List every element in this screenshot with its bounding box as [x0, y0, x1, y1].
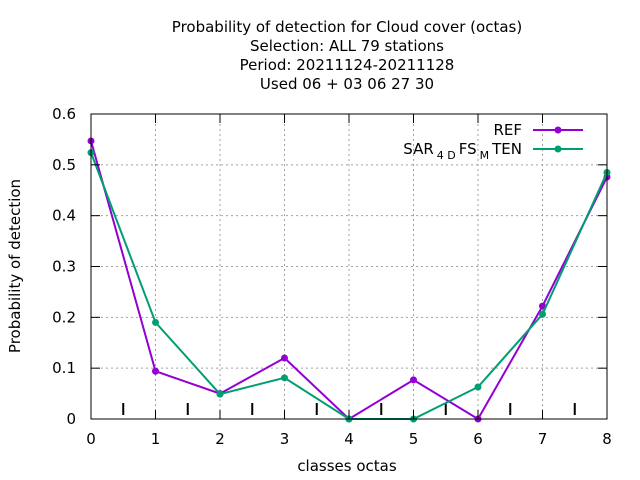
- x-tick-label: 2: [215, 430, 225, 448]
- y-tick-label: 0.4: [52, 207, 76, 225]
- x-tick-label: 4: [344, 430, 354, 448]
- data-point: [539, 310, 546, 318]
- x-tick-label: 0: [86, 430, 96, 448]
- x-tick-label: 8: [602, 430, 612, 448]
- y-axis-label: Probability of detection: [6, 179, 24, 353]
- x-tick-label: 5: [409, 430, 419, 448]
- legend-label: REF: [493, 121, 522, 139]
- legend-text: FS: [459, 140, 477, 158]
- legend-subscript: 4 D: [437, 149, 456, 162]
- data-point: [539, 302, 546, 310]
- data-point: [410, 376, 417, 384]
- legend: REF SAR 4 D FS M TEN: [403, 121, 583, 162]
- legend-subscript: M: [480, 149, 490, 162]
- y-tick-label: 0: [66, 410, 76, 428]
- x-tick-label: 6: [473, 430, 483, 448]
- grid: [91, 114, 607, 419]
- title-line-2: Selection: ALL 79 stations: [250, 37, 444, 55]
- legend-text: TEN: [491, 140, 522, 158]
- legend-text: SAR: [403, 140, 433, 158]
- data-point: [281, 374, 288, 382]
- y-tick-label: 0.6: [52, 105, 76, 123]
- data-point: [152, 367, 159, 375]
- minor-ticks: [122, 403, 576, 415]
- y-axis: 0 0.1 0.2 0.3 0.4 0.5 0.6: [52, 105, 607, 428]
- x-axis-label: classes octas: [297, 457, 397, 475]
- x-axis: 0 1 2 3 4 5 6 7 8: [86, 114, 612, 448]
- data-point: [152, 318, 159, 326]
- x-tick-label: 3: [280, 430, 290, 448]
- title-line-4: Used 06 + 03 06 27 30: [260, 75, 434, 93]
- y-tick-label: 0.1: [52, 359, 76, 377]
- title-line-1: Probability of detection for Cloud cover…: [172, 18, 522, 36]
- y-tick-label: 0.5: [52, 156, 76, 174]
- data-point: [474, 383, 482, 391]
- legend-marker: [554, 145, 562, 153]
- data-point: [281, 354, 288, 362]
- title-line-3: Period: 20211124-20211128: [240, 56, 455, 74]
- x-tick-label: 7: [538, 430, 548, 448]
- legend-text: REF: [493, 121, 522, 139]
- data-point: [216, 390, 224, 398]
- legend-label: SAR 4 D FS M TEN: [403, 140, 522, 162]
- chart-title: Probability of detection for Cloud cover…: [172, 18, 522, 93]
- x-tick-label: 1: [151, 430, 161, 448]
- y-tick-label: 0.2: [52, 308, 76, 326]
- legend-marker: [554, 126, 562, 134]
- y-tick-label: 0.3: [52, 258, 76, 276]
